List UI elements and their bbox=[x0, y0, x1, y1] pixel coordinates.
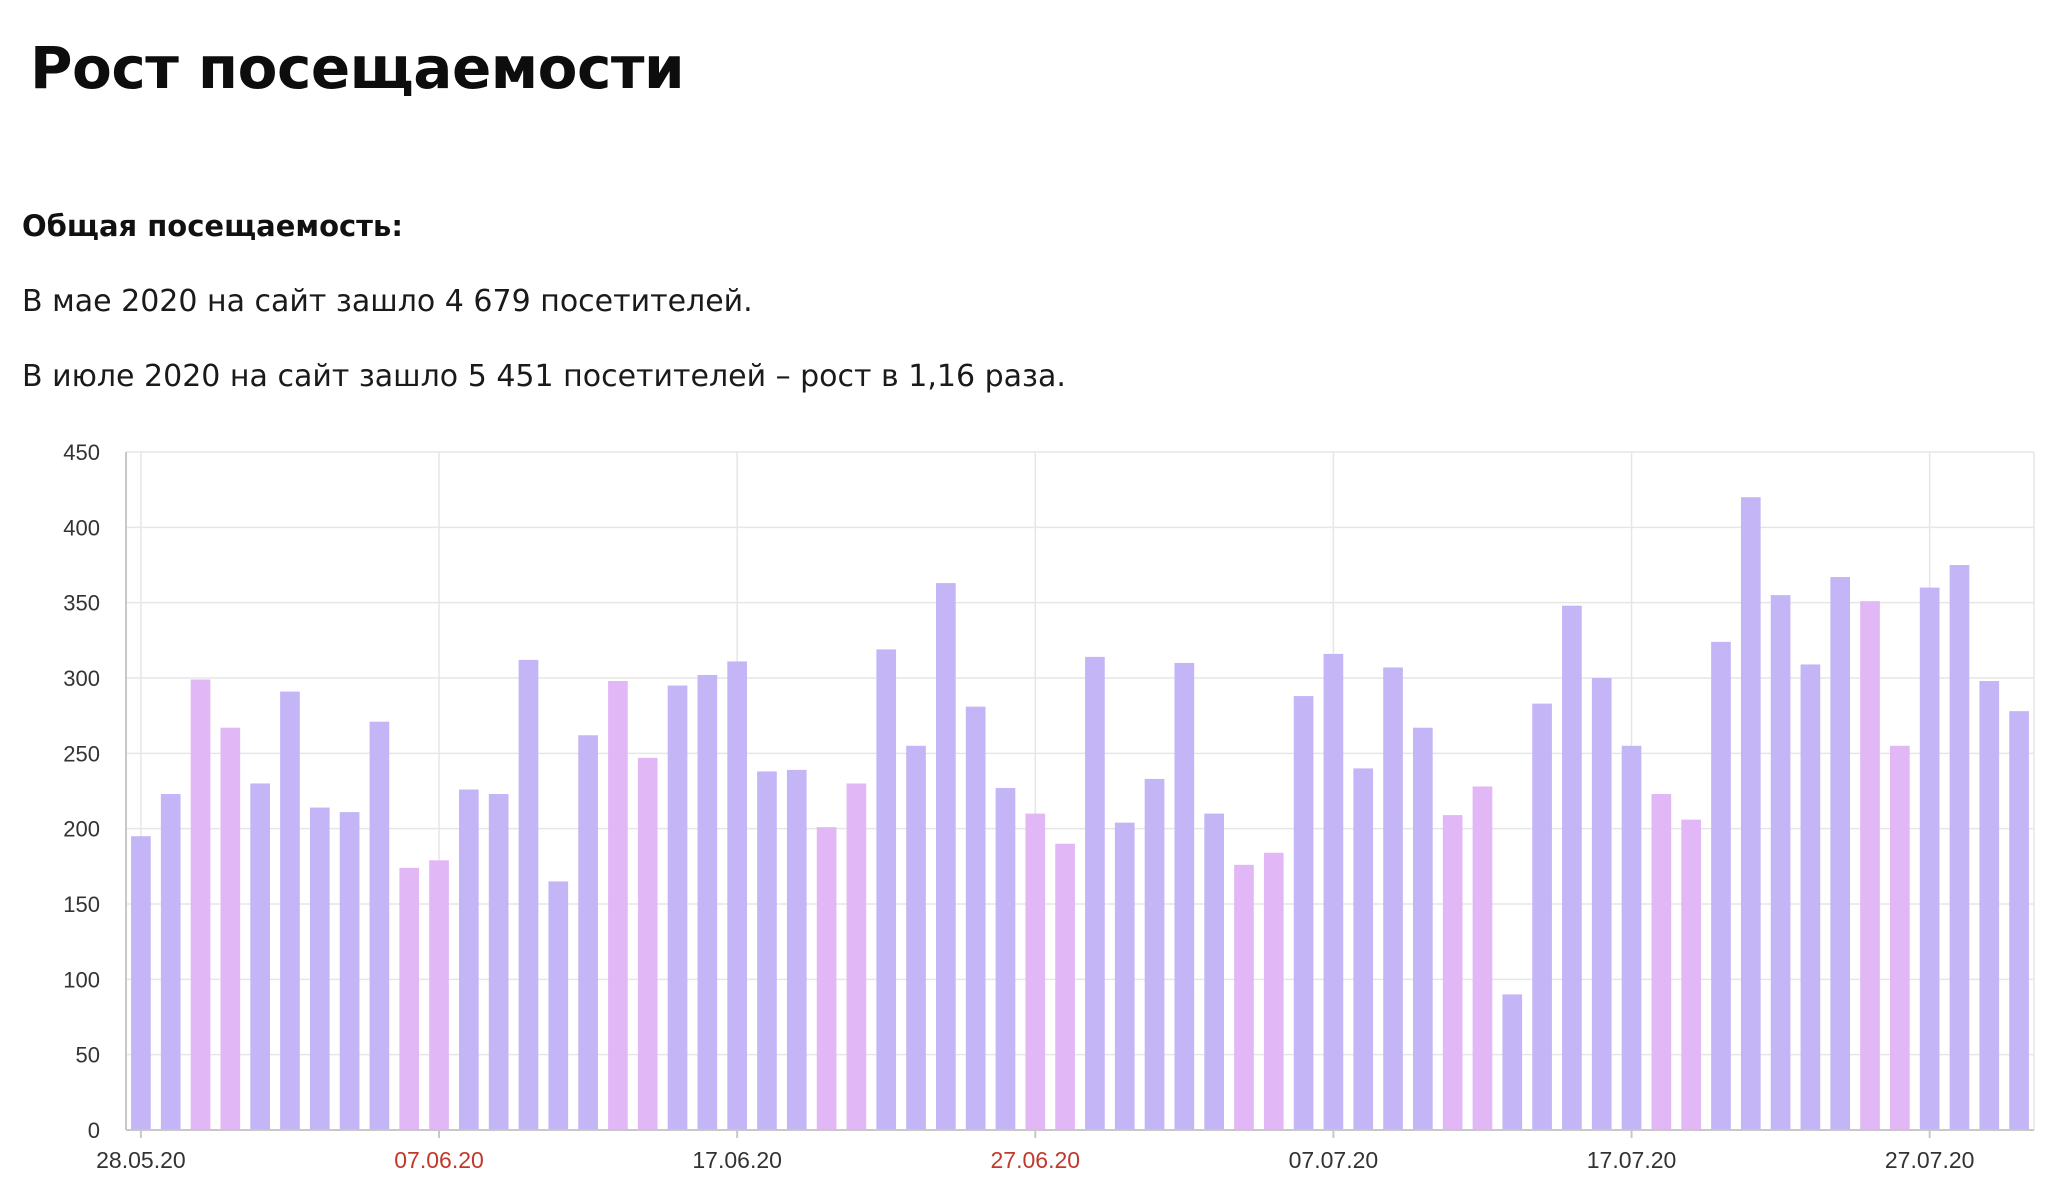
y-tick-label: 300 bbox=[63, 666, 100, 691]
weekday-visits-bar bbox=[697, 674, 718, 1130]
weekday-visits-bar bbox=[339, 812, 360, 1130]
weekday-visits-bar bbox=[280, 691, 300, 1130]
weekday-visits-bar bbox=[1979, 681, 2000, 1130]
weekday-visits-bar bbox=[369, 721, 390, 1130]
weekend-visits-bar bbox=[1055, 843, 1075, 1130]
y-tick-label: 50 bbox=[76, 1043, 100, 1068]
weekday-visits-bar bbox=[1562, 605, 1582, 1130]
weekday-visits-bar bbox=[727, 661, 747, 1130]
weekday-visits-bar bbox=[1740, 497, 1761, 1130]
weekend-visits-bar bbox=[1234, 864, 1254, 1130]
chart-axes bbox=[125, 452, 2035, 1138]
traffic-bar-chart: 0 50 100 150 200 250 300 350 400 450 28.05.20 07.06… bbox=[63, 440, 2035, 1173]
y-tick-label: 250 bbox=[63, 741, 100, 766]
x-tick-label: 27.07.20 bbox=[1885, 1147, 1975, 1173]
summary-may: В мае 2020 на сайт зашло 4 679 посетител… bbox=[22, 284, 753, 319]
weekday-visits-bar bbox=[1711, 641, 1731, 1130]
traffic-chart: 0 50 100 150 200 250 300 350 400 450 28.05.20 07.06… bbox=[0, 430, 2050, 1194]
weekend-visits-bar bbox=[1025, 813, 1046, 1130]
weekday-visits-bar bbox=[786, 769, 807, 1130]
x-tick-label: 17.06.20 bbox=[692, 1147, 782, 1173]
weekend-visits-bar bbox=[1472, 786, 1493, 1130]
weekday-visits-bar bbox=[1502, 994, 1523, 1130]
weekday-visits-bar bbox=[995, 787, 1016, 1130]
weekday-visits-bar bbox=[131, 836, 151, 1130]
weekday-visits-bar bbox=[1949, 565, 1970, 1130]
weekend-visits-bar bbox=[846, 783, 867, 1130]
weekday-visits-bar bbox=[1353, 768, 1374, 1130]
weekend-visits-bar bbox=[1651, 794, 1672, 1130]
weekend-visits-bar bbox=[1442, 815, 1463, 1130]
x-tick-label: 07.07.20 bbox=[1289, 1147, 1379, 1173]
chart-bars bbox=[131, 497, 2029, 1130]
x-tick-label: 07.06.20 bbox=[394, 1147, 484, 1173]
weekday-visits-bar bbox=[578, 735, 598, 1130]
x-tick-label: 27.06.20 bbox=[991, 1147, 1081, 1173]
weekday-visits-bar bbox=[1085, 656, 1105, 1130]
weekday-visits-bar bbox=[1114, 822, 1135, 1130]
weekend-visits-bar bbox=[399, 867, 420, 1130]
x-tick-label: 28.05.20 bbox=[96, 1147, 186, 1173]
weekday-visits-bar bbox=[876, 649, 897, 1130]
weekday-visits-bar bbox=[1174, 662, 1195, 1130]
weekend-visits-bar bbox=[816, 827, 837, 1130]
y-tick-label: 450 bbox=[63, 440, 100, 465]
weekend-visits-bar bbox=[608, 681, 628, 1130]
page-title: Рост посещаемости bbox=[30, 34, 685, 102]
weekday-visits-bar bbox=[1204, 813, 1224, 1130]
weekday-visits-bar bbox=[1830, 577, 1851, 1130]
weekday-visits-bar bbox=[667, 685, 688, 1130]
weekday-visits-bar bbox=[518, 659, 539, 1130]
weekday-visits-bar bbox=[1800, 664, 1821, 1130]
weekend-visits-bar bbox=[1860, 601, 1880, 1130]
weekday-visits-bar bbox=[1591, 678, 1612, 1130]
weekday-visits-bar bbox=[1144, 778, 1165, 1130]
y-tick-label: 200 bbox=[63, 817, 100, 842]
weekday-visits-bar bbox=[965, 706, 986, 1130]
weekday-visits-bar bbox=[2009, 711, 2029, 1130]
weekday-visits-bar bbox=[1770, 595, 1791, 1130]
weekday-visits-bar bbox=[1532, 703, 1552, 1130]
weekend-visits-bar bbox=[220, 727, 241, 1130]
weekday-visits-bar bbox=[1413, 727, 1433, 1130]
weekend-visits-bar bbox=[190, 679, 211, 1130]
weekend-visits-bar bbox=[637, 757, 658, 1130]
weekday-visits-bar bbox=[488, 794, 509, 1130]
weekday-visits-bar bbox=[906, 745, 926, 1130]
weekday-visits-bar bbox=[757, 771, 777, 1130]
y-tick-label: 400 bbox=[63, 515, 100, 540]
weekday-visits-bar bbox=[1323, 653, 1344, 1130]
weekday-visits-bar bbox=[936, 583, 956, 1130]
y-tick-label: 0 bbox=[88, 1118, 100, 1143]
weekend-visits-bar bbox=[1681, 819, 1701, 1130]
weekday-visits-bar bbox=[1621, 745, 1642, 1130]
weekday-visits-bar bbox=[160, 794, 181, 1130]
summary-july: В июле 2020 на сайт зашло 5 451 посетите… bbox=[22, 359, 1066, 394]
weekday-visits-bar bbox=[250, 783, 270, 1130]
weekday-visits-bar bbox=[1293, 696, 1314, 1130]
y-tick-label: 150 bbox=[63, 892, 100, 917]
x-tick-label: 17.07.20 bbox=[1587, 1147, 1677, 1173]
weekday-visits-bar bbox=[459, 789, 479, 1130]
weekday-visits-bar bbox=[1919, 587, 1940, 1130]
y-tick-label: 350 bbox=[63, 591, 100, 616]
summary-heading: Общая посещаемость: bbox=[22, 209, 403, 243]
chart-tick-labels: 0 50 100 150 200 250 300 350 400 450 28.05.20 07.06… bbox=[63, 440, 1974, 1173]
weekend-visits-bar bbox=[429, 860, 449, 1130]
weekday-visits-bar bbox=[548, 881, 569, 1130]
weekday-visits-bar bbox=[309, 807, 330, 1130]
y-tick-label: 100 bbox=[63, 967, 100, 992]
weekend-visits-bar bbox=[1263, 852, 1284, 1130]
weekend-visits-bar bbox=[1890, 745, 1910, 1130]
weekday-visits-bar bbox=[1383, 667, 1403, 1130]
